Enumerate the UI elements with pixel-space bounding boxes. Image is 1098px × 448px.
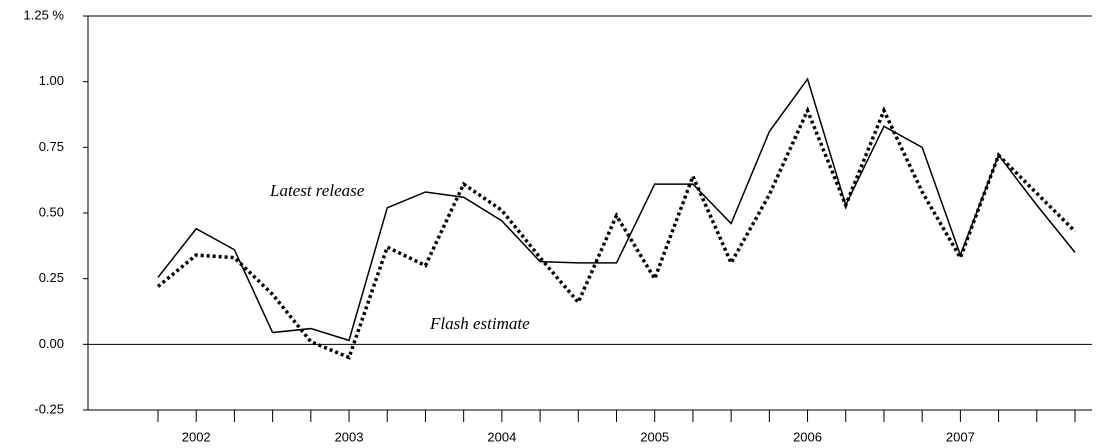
y-tick-label: 0.00 [39, 336, 64, 351]
x-tick-label: 2004 [487, 429, 516, 444]
x-tick-label: 2003 [335, 429, 364, 444]
y-tick-label: -0.25 [34, 401, 64, 416]
series-line [157, 77, 1076, 342]
x-tick-label: 2006 [793, 429, 822, 444]
y-tick-label: 1.00 [39, 73, 64, 88]
x-tick-label: 2005 [640, 429, 669, 444]
series-annotation: Latest release [269, 181, 365, 200]
y-tick-label: 0.75 [39, 139, 64, 154]
x-tick-label: 2002 [182, 429, 211, 444]
y-tick-label: 1.25 % [24, 7, 65, 22]
series-line [156, 106, 1077, 360]
x-tick-label: 2007 [946, 429, 975, 444]
y-tick-label: 0.50 [39, 204, 64, 219]
y-tick-label: 0.25 [39, 270, 64, 285]
series-annotation: Flash estimate [429, 314, 530, 333]
